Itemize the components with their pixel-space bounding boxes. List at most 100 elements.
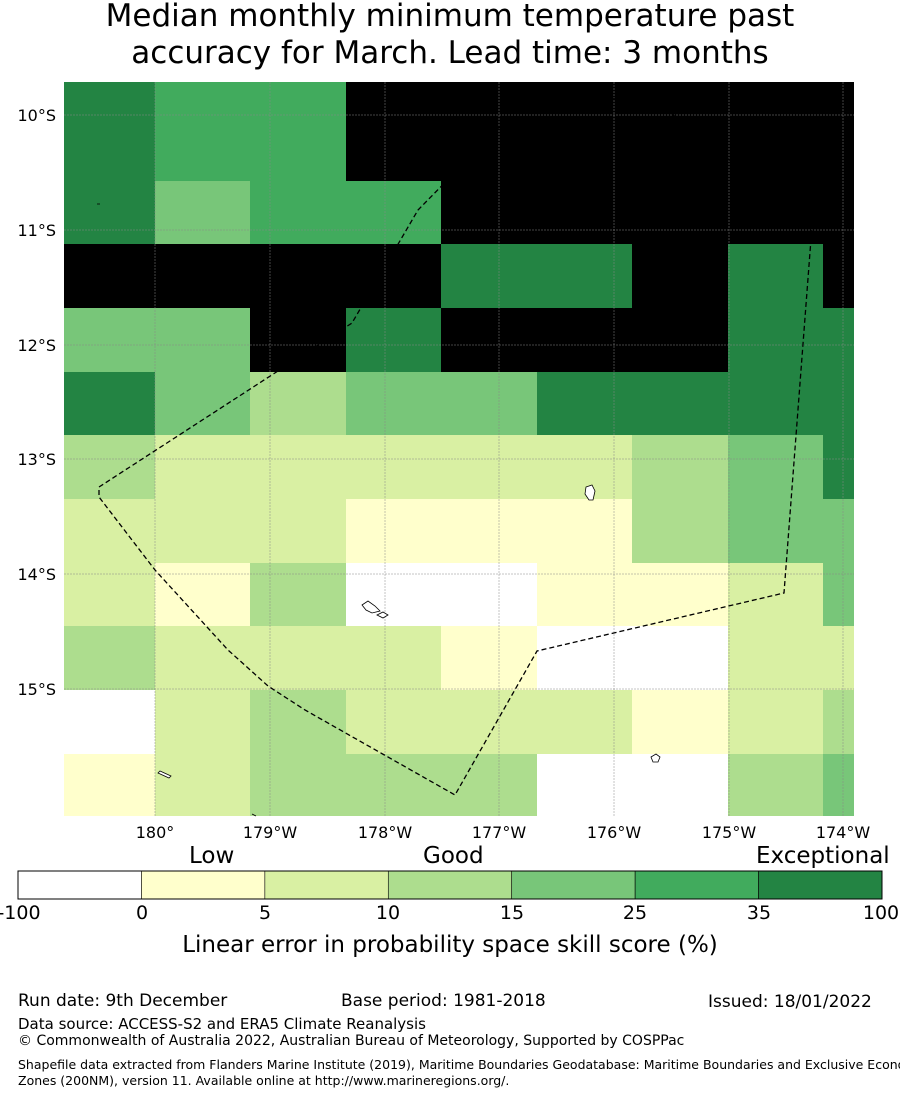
grid-cell-r2-c6 <box>632 244 728 308</box>
colorbar-segment-1 <box>141 870 266 900</box>
grid-cell-r0-c3 <box>346 82 441 181</box>
map-title-line-1: Median monthly minimum temperature past <box>105 0 795 34</box>
legend-tick-35: 35 <box>746 902 772 924</box>
grid-cell-r8-c2 <box>250 626 346 690</box>
grid-cell-r4-c2 <box>250 372 346 435</box>
grid-cell-r4-c6 <box>632 372 728 435</box>
grid-cell-r1-c0 <box>64 181 155 244</box>
grid-cell-r6-c5 <box>537 499 632 563</box>
colorbar-outline <box>17 870 883 900</box>
legend-tick-15: 15 <box>499 902 525 924</box>
grid-cell-r8-c6 <box>632 626 728 690</box>
grid-cell-r7-c0 <box>64 563 155 626</box>
grid-cell-r9-c7 <box>728 690 823 754</box>
grid-cell-r0-c1 <box>155 82 250 181</box>
island-south-edge <box>251 813 257 817</box>
island-central-small <box>376 611 389 619</box>
issued-date: Issued: 18/01/2022 <box>708 992 872 1012</box>
grid-cell-r6-c3 <box>346 499 441 563</box>
grid-cell-r3-c7 <box>728 308 823 372</box>
grid-cell-r7-c4 <box>441 563 537 626</box>
colorbar-segment-4 <box>511 870 636 900</box>
lon-label-176w: 176°W <box>587 823 642 842</box>
eez-boundary <box>98 96 813 796</box>
grid-cell-r3-c1 <box>155 308 250 372</box>
grid-cell-r4-c7 <box>728 372 823 435</box>
grid-cell-r1-c2 <box>250 181 346 244</box>
grid-cell-r10-c7 <box>728 754 823 816</box>
legend-tick-0: 0 <box>135 902 149 924</box>
grid-cell-r10-c1 <box>155 754 250 816</box>
grid-cell-r8-c4 <box>441 626 537 690</box>
grid-cell-r0-c2 <box>250 82 346 181</box>
grid-cell-r10-c5 <box>537 754 632 816</box>
skill-score-grid <box>64 82 854 816</box>
grid-cell-r5-c2 <box>250 435 346 499</box>
lat-label-13s: 13°S <box>17 450 56 469</box>
legend-tick-minus100: -100 <box>0 902 41 924</box>
grid-cell-r3-c3 <box>346 308 441 372</box>
grid-cell-r8-c7 <box>728 626 823 690</box>
colorbar-segment-0 <box>17 870 142 900</box>
legend-tick-25: 25 <box>622 902 648 924</box>
grid-cell-r2-c0 <box>64 244 155 308</box>
legend-category-exceptional: Exceptional <box>756 843 890 869</box>
grid-cell-r9-c5 <box>537 690 632 754</box>
colorbar-segment-2 <box>264 870 389 900</box>
grid-cell-r4-c4 <box>441 372 537 435</box>
grid-cell-r2-c3 <box>346 244 441 308</box>
grid-cell-r7-c5 <box>537 563 632 626</box>
grid-cell-r2-c7 <box>728 244 823 308</box>
grid-cell-r6-c4 <box>441 499 537 563</box>
grid-cell-r5-c3 <box>346 435 441 499</box>
grid-cell-r6-c2 <box>250 499 346 563</box>
grid-cell-r10-c4 <box>441 754 537 816</box>
grid-cell-r5-c8 <box>823 435 854 499</box>
grid-cell-r7-c8 <box>823 563 854 626</box>
grid-cell-r2-c4 <box>441 244 537 308</box>
grid-cell-r3-c4 <box>441 308 537 372</box>
lon-label-175w: 175°W <box>702 823 757 842</box>
grid-cell-r4-c5 <box>537 372 632 435</box>
shapefile-credit-line-2: Zones (200NM), version 11. Available onl… <box>18 1073 510 1088</box>
grid-cell-r7-c6 <box>632 563 728 626</box>
grid-cell-r9-c2 <box>250 690 346 754</box>
grid-cell-r9-c1 <box>155 690 250 754</box>
grid-cell-r5-c0 <box>64 435 155 499</box>
grid-cell-r1-c5 <box>537 181 632 244</box>
colorbar-segment-5 <box>634 870 759 900</box>
lat-label-14s: 14°S <box>17 565 56 584</box>
grid-cell-r1-c1 <box>155 181 250 244</box>
data-source: Data source: ACCESS-S2 and ERA5 Climate … <box>18 1015 426 1033</box>
grid-cell-r8-c5 <box>537 626 632 690</box>
grid-cell-r5-c4 <box>441 435 537 499</box>
legend-tick-10: 10 <box>375 902 401 924</box>
grid-cell-r0-c6 <box>632 82 728 181</box>
grid-cell-r8-c8 <box>823 626 854 690</box>
grid-cell-r2-c2 <box>250 244 346 308</box>
grid-cell-r7-c2 <box>250 563 346 626</box>
lon-label-180: 180° <box>136 823 175 842</box>
grid-cell-r6-c6 <box>632 499 728 563</box>
grid-cell-r4-c0 <box>64 372 155 435</box>
shapefile-credit-line-1: Shapefile data extracted from Flanders M… <box>18 1057 900 1072</box>
grid-cell-r1-c3 <box>346 181 441 244</box>
grid-cell-r0-c4 <box>441 82 537 181</box>
lat-label-11s: 11°S <box>17 221 56 240</box>
grid-cell-r1-c7 <box>728 181 823 244</box>
grid-cell-r1-c8 <box>823 181 854 244</box>
island-central-main <box>361 600 381 614</box>
grid-cell-r2-c5 <box>537 244 632 308</box>
grid-cell-r9-c3 <box>346 690 441 754</box>
grid-cell-r0-c7 <box>728 82 823 181</box>
grid-cell-r9-c8 <box>823 690 854 754</box>
colorbar-segment-6 <box>758 870 883 900</box>
grid-cell-r8-c0 <box>64 626 155 690</box>
grid-cell-r2-c8 <box>823 244 854 308</box>
island-southeast <box>650 753 661 763</box>
colorbar <box>17 870 883 900</box>
grid-cell-r10-c3 <box>346 754 441 816</box>
grid-cell-r6-c7 <box>728 499 823 563</box>
grid-cell-r6-c0 <box>64 499 155 563</box>
lon-label-177w: 177°W <box>472 823 527 842</box>
